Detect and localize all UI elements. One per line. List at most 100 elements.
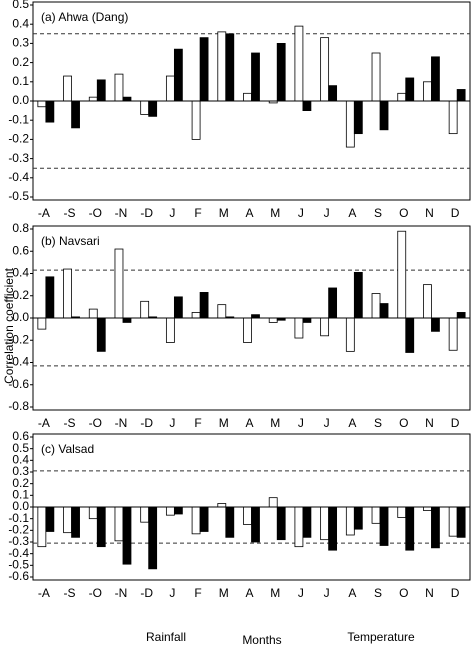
x-tick-label: D	[451, 206, 460, 220]
bar	[294, 506, 304, 548]
bar	[63, 506, 72, 534]
y-tick-label: 0.3	[12, 464, 29, 478]
bar	[45, 506, 55, 532]
bar	[423, 284, 432, 319]
bar	[456, 89, 466, 102]
bar	[37, 506, 47, 548]
bar	[251, 314, 260, 319]
bar	[37, 100, 47, 108]
bar	[165, 75, 175, 102]
bar	[71, 506, 80, 538]
y-tick-label: 0.8	[12, 221, 29, 235]
x-tick-label: J	[324, 586, 330, 600]
bar	[423, 81, 432, 102]
bar	[405, 77, 415, 102]
bar	[276, 506, 286, 541]
bar	[71, 100, 80, 129]
bar	[353, 506, 363, 530]
y-tick-label: 0.3	[12, 36, 29, 50]
y-tick-label: -0.1	[8, 112, 29, 126]
bar	[345, 317, 355, 352]
panel-title: (c) Valsad	[41, 442, 94, 456]
bar	[88, 506, 98, 520]
x-tick-label: -N	[115, 206, 128, 220]
x-tick-label: -S	[64, 586, 76, 600]
y-tick-label: -0.1	[8, 511, 29, 525]
bar	[225, 33, 235, 102]
bar	[243, 92, 252, 102]
y-tick-label: 0.4	[12, 16, 29, 30]
y-tick-label: 0.0	[12, 310, 29, 324]
x-tick-label: -N	[115, 586, 128, 600]
y-tick-label: -0.8	[8, 399, 29, 413]
bar	[320, 317, 330, 337]
x-tick-label: -O	[89, 206, 102, 220]
x-tick-label: N	[425, 586, 434, 600]
x-tick-label: A	[348, 206, 356, 220]
bar	[63, 75, 72, 102]
x-tick-label: O	[399, 416, 408, 430]
x-tick-label: F	[194, 586, 201, 600]
bar	[122, 96, 132, 102]
bar	[320, 506, 330, 541]
x-tick-label: N	[425, 416, 434, 430]
bar	[191, 506, 201, 535]
x-tick-label: J	[324, 206, 330, 220]
x-tick-label: M	[270, 586, 280, 600]
bar	[165, 317, 175, 343]
bar	[423, 506, 432, 511]
y-tick-label: 0.5	[12, 0, 29, 11]
bar	[96, 506, 106, 548]
x-tick-label: -S	[64, 416, 76, 430]
y-tick-label: 0.1	[12, 488, 29, 502]
bar	[268, 317, 278, 323]
x-axis-label: Months	[242, 633, 281, 647]
y-tick-label: -0.4	[8, 546, 29, 560]
bar	[140, 300, 150, 319]
bar	[88, 96, 98, 102]
x-tick-label: A	[245, 416, 253, 430]
x-tick-label: M	[219, 586, 229, 600]
x-tick-label: -D	[140, 586, 153, 600]
bar	[328, 85, 338, 102]
bar	[371, 506, 381, 524]
bar	[45, 100, 55, 123]
x-tick-label: S	[374, 206, 382, 220]
x-tick-label: S	[374, 586, 382, 600]
y-tick-label: -0.2	[8, 523, 29, 537]
y-tick-label: 0.4	[12, 266, 29, 280]
bar	[122, 317, 132, 323]
bar	[268, 497, 278, 508]
bar	[405, 506, 415, 551]
y-tick-label: -0.6	[8, 569, 29, 583]
bar	[148, 506, 158, 570]
x-tick-label: A	[348, 416, 356, 430]
bar	[371, 293, 381, 319]
x-tick-label: -A	[38, 416, 50, 430]
x-tick-label: J	[298, 416, 304, 430]
bar	[302, 317, 312, 323]
x-tick-label: J	[169, 416, 175, 430]
y-tick-label: -0.3	[8, 151, 29, 165]
x-tick-label: -A	[38, 206, 50, 220]
x-tick-label: -D	[140, 206, 153, 220]
bar	[96, 317, 106, 352]
x-tick-label: S	[374, 416, 382, 430]
x-tick-label: J	[298, 586, 304, 600]
x-tick-label: -A	[38, 586, 50, 600]
bar	[328, 506, 338, 551]
y-axis-label: Correlation coefficient	[2, 267, 16, 384]
y-tick-label: 0.2	[12, 288, 29, 302]
bar	[217, 31, 227, 102]
bar	[217, 304, 227, 319]
bar	[243, 317, 252, 343]
x-tick-label: -S	[64, 206, 76, 220]
y-tick-label: 0.4	[12, 453, 29, 467]
x-tick-label: -O	[89, 416, 102, 430]
bar	[431, 506, 440, 549]
x-tick-label: J	[169, 586, 175, 600]
x-tick-label: -O	[89, 586, 102, 600]
x-tick-label: N	[425, 206, 434, 220]
bar	[345, 506, 355, 536]
y-tick-label: -0.5	[8, 558, 29, 572]
